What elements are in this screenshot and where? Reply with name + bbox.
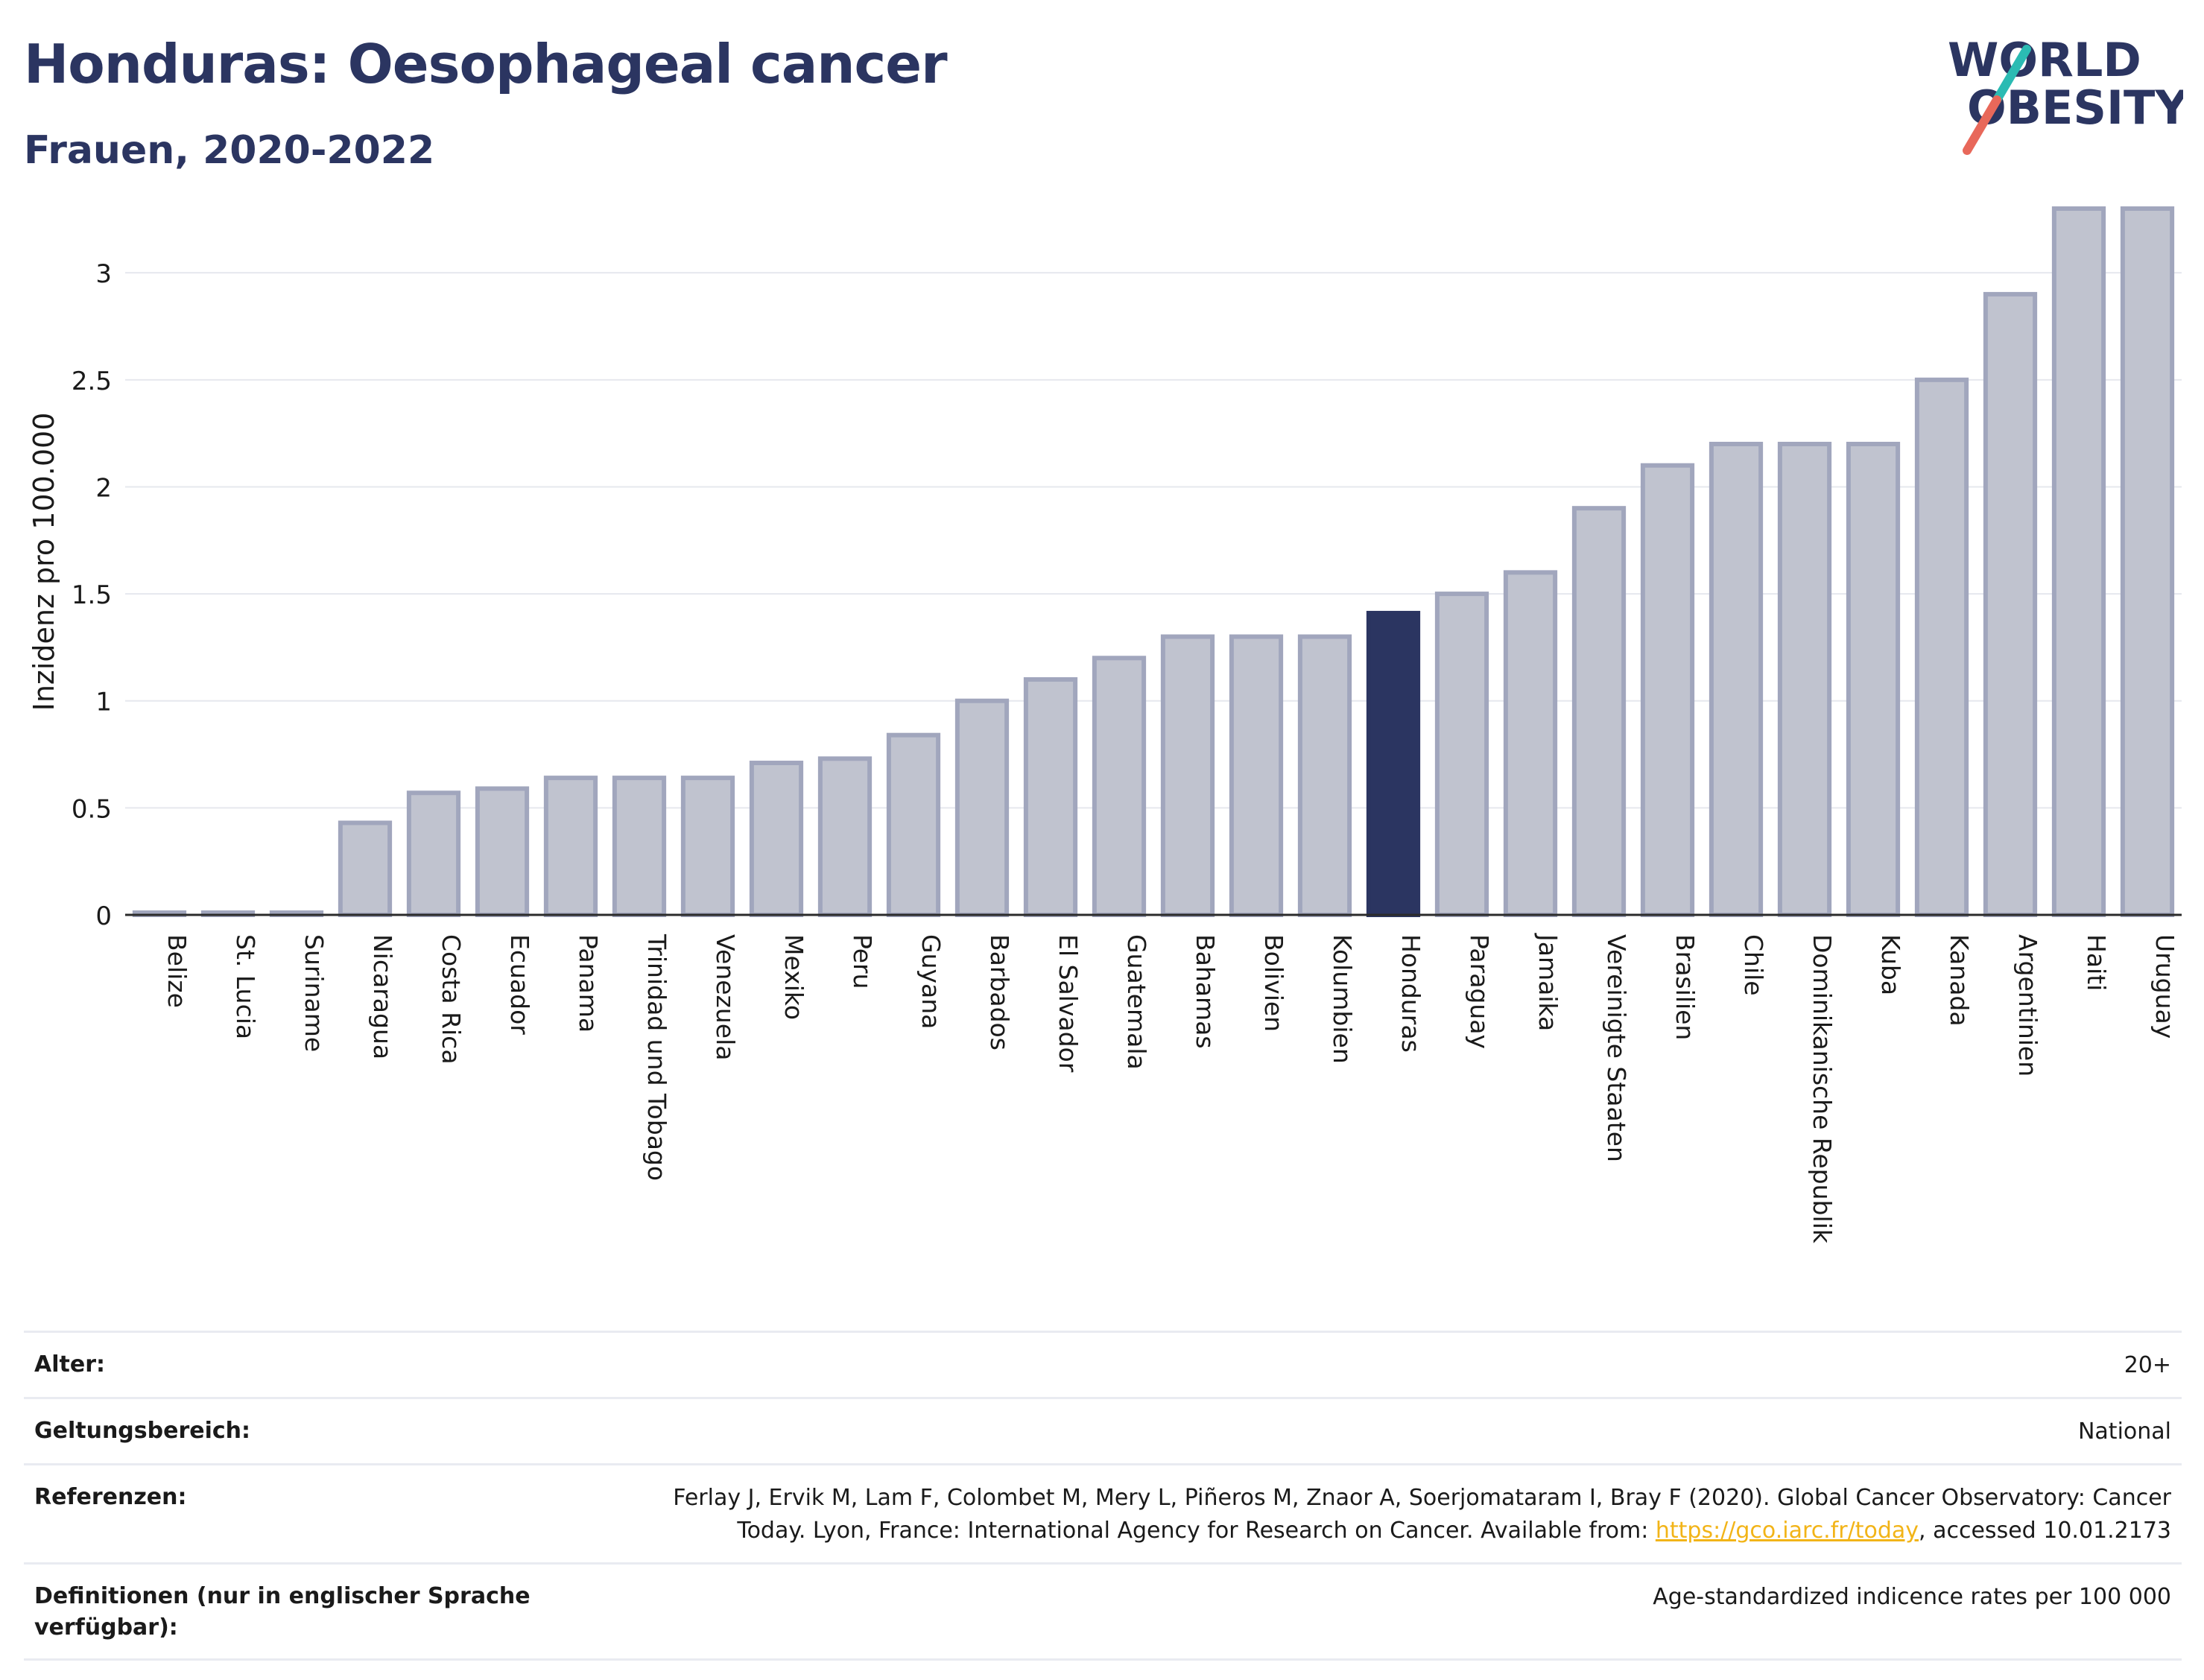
meta-value-references: Ferlay J, Ervik M, Lam F, Colombet M, Me… (607, 1482, 2171, 1547)
meta-label-scope: Geltungsbereich: (34, 1418, 251, 1444)
x-tick-label: Costa Rica (437, 934, 466, 1065)
x-tick-label: Vereinigte Staaten (1602, 934, 1631, 1162)
bar-ecuador[interactable] (475, 786, 530, 917)
bar-barbados[interactable] (954, 698, 1010, 918)
bar-bolivien[interactable] (1229, 634, 1284, 918)
meta-value-definitions: Age-standardized indicence rates per 100… (1653, 1584, 2171, 1610)
meta-row-references: Referenzen: Ferlay J, Ervik M, Lam F, Co… (24, 1463, 2182, 1562)
meta-label-age: Alter: (34, 1351, 105, 1378)
x-tick-label: Guatemala (1122, 934, 1151, 1070)
x-tick-label: Honduras (1396, 934, 1425, 1053)
y-tick-label: 1.5 (72, 580, 112, 610)
y-tick-label: 2.5 (72, 367, 112, 396)
bars (132, 206, 2175, 918)
y-tick-label: 1 (95, 688, 112, 717)
x-tick-label: Trinidad und Tobago (642, 933, 671, 1181)
reference-text: Ferlay J, Ervik M, Lam F, Colombet M, Me… (673, 1485, 2171, 1544)
x-tick-label: St. Lucia (231, 934, 260, 1039)
x-tick-label: Guyana (916, 934, 946, 1029)
bar-kolumbien[interactable] (1297, 634, 1352, 918)
bar-nicaragua[interactable] (338, 820, 393, 918)
bar-uruguay[interactable] (2120, 206, 2175, 917)
meta-value-scope: National (2077, 1419, 2171, 1445)
x-tick-label: Kanada (1945, 934, 1974, 1027)
x-tick-label: Barbados (985, 934, 1014, 1050)
meta-value-age: 20+ (2124, 1352, 2171, 1378)
bar-kuba[interactable] (1846, 442, 1901, 917)
bar-mexiko[interactable] (749, 761, 804, 918)
chart-subtitle: Frauen, 2020-2022 (24, 128, 435, 173)
bar-haiti[interactable] (2051, 206, 2106, 917)
bar-paraguay[interactable] (1434, 592, 1489, 917)
x-tick-label: Bolivien (1259, 934, 1288, 1032)
bar-chile[interactable] (1709, 442, 1764, 917)
x-tick-label: Chile (1739, 934, 1768, 996)
meta-label-references: Referenzen: (34, 1484, 187, 1510)
bar-chart: 0 0.5 1 1.5 2 2.5 3 Belize St. Lucia Suriname Nic… (28, 206, 2182, 1244)
bar-trinidad-und-tobago[interactable] (612, 776, 667, 918)
meta-row-definitions: Definitionen (nur in englischer Sprache … (24, 1562, 2182, 1661)
bar-panama[interactable] (543, 776, 598, 918)
bar-argentinien[interactable] (1983, 291, 2038, 917)
bar-jamaika[interactable] (1503, 570, 1558, 917)
x-tick-label: Panama (574, 934, 603, 1033)
y-tick-label: 0 (95, 901, 112, 931)
x-tick-label: Peru (848, 934, 877, 989)
bar-brasilien[interactable] (1640, 463, 1695, 917)
x-tick-label: Kuba (1876, 934, 1905, 995)
meta-row-scope: Geltungsbereich: National (24, 1397, 2182, 1463)
x-tick-label: Jamaika (1533, 933, 1562, 1031)
meta-row-age: Alter: 20+ (24, 1331, 2182, 1397)
bar-kanada[interactable] (1914, 377, 1969, 917)
bar-honduras[interactable] (1366, 610, 1421, 917)
y-tick-label: 3 (95, 259, 112, 289)
logo-slash-top (1992, 45, 2031, 104)
bar-peru[interactable] (817, 756, 873, 917)
reference-link[interactable]: https://gco.iarc.fr/today (1655, 1518, 1919, 1544)
x-tick-label: El Salvador (1054, 934, 1083, 1073)
y-tick-label: 0.5 (72, 794, 112, 824)
metadata-table: Alter: 20+ Geltungsbereich: National Ref… (24, 1331, 2182, 1661)
bar-costa-rica[interactable] (406, 790, 461, 917)
x-tick-label: Dominikanische Republik (1808, 934, 1837, 1244)
bar-bahamas[interactable] (1160, 634, 1215, 918)
y-tick-labels: 0 0.5 1 1.5 2 2.5 3 (72, 259, 112, 931)
x-tick-label: Venezuela (711, 934, 740, 1060)
x-tick-label: Argentinien (2013, 934, 2042, 1077)
y-tick-label: 2 (95, 473, 112, 503)
x-tick-label: Belize (162, 934, 191, 1008)
x-tick-label: Suriname (300, 934, 329, 1052)
bar-vereinigte-staaten[interactable] (1571, 506, 1627, 917)
bar-venezuela[interactable] (680, 776, 735, 918)
x-tick-label: Ecuador (505, 934, 534, 1035)
logo-line1: WORLD (1948, 33, 2141, 87)
x-tick-label: Bahamas (1191, 934, 1220, 1049)
reference-accessed: , accessed 10.01.2173 (1919, 1518, 2171, 1544)
bar-guyana[interactable] (886, 732, 941, 918)
bar-dominikanische-republik[interactable] (1777, 442, 1832, 917)
x-tick-label: Brasilien (1671, 934, 1700, 1040)
world-obesity-logo: WORLD OBESITY (1948, 33, 2183, 155)
bar-el-salvador[interactable] (1023, 677, 1078, 917)
x-tick-label: Uruguay (2150, 934, 2179, 1039)
x-tick-label: Haiti (2082, 934, 2111, 991)
meta-label-definitions: Definitionen (nur in englischer Sprache … (34, 1583, 531, 1641)
x-tick-label: Kolumbien (1328, 934, 1357, 1064)
x-tick-labels: Belize St. Lucia Suriname Nicaragua Costa Ri… (162, 933, 2179, 1244)
chart-title: Honduras: Oesophageal cancer (24, 33, 948, 95)
y-axis-label: Inzidenz pro 100.000 (28, 413, 60, 711)
x-tick-label: Mexiko (779, 934, 808, 1020)
x-tick-label: Paraguay (1465, 934, 1494, 1049)
bar-guatemala[interactable] (1092, 656, 1147, 917)
logo-slash-bottom (1963, 95, 2001, 155)
gridlines (125, 272, 2182, 809)
x-tick-label: Nicaragua (368, 934, 397, 1059)
